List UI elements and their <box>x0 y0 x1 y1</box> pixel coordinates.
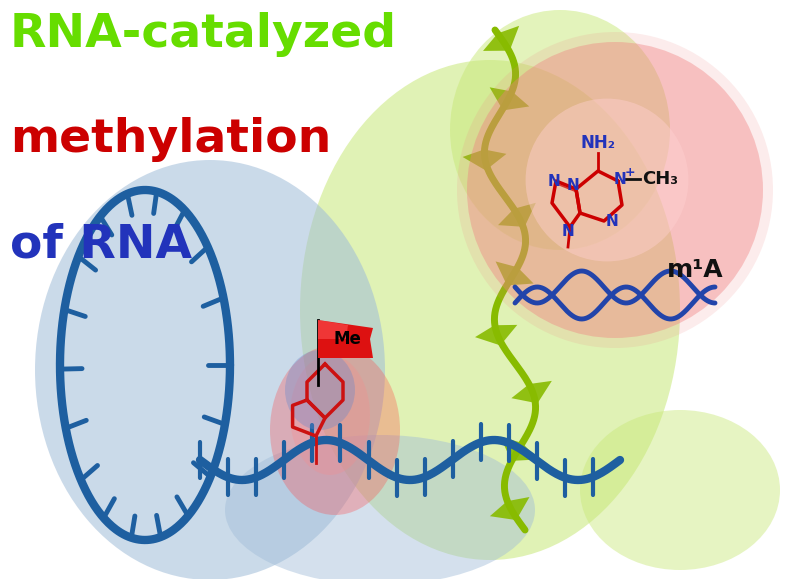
Text: N: N <box>548 174 560 189</box>
Circle shape <box>467 42 763 338</box>
Text: N: N <box>614 171 626 186</box>
Circle shape <box>526 98 688 261</box>
Text: m¹A: m¹A <box>666 258 723 282</box>
Text: of RNA: of RNA <box>10 222 192 267</box>
Polygon shape <box>490 497 530 520</box>
Polygon shape <box>498 203 536 227</box>
Text: N: N <box>606 214 618 229</box>
Ellipse shape <box>450 10 670 250</box>
Polygon shape <box>462 149 506 170</box>
Text: N: N <box>566 178 579 192</box>
Circle shape <box>457 32 773 348</box>
Polygon shape <box>318 320 373 358</box>
Ellipse shape <box>290 355 370 475</box>
Polygon shape <box>318 320 348 339</box>
Ellipse shape <box>225 435 535 579</box>
Text: methylation: methylation <box>10 117 331 162</box>
Ellipse shape <box>580 410 780 570</box>
Text: N: N <box>562 223 574 239</box>
Polygon shape <box>511 381 552 404</box>
Ellipse shape <box>270 345 400 515</box>
Polygon shape <box>495 262 534 285</box>
Ellipse shape <box>300 60 680 560</box>
Polygon shape <box>500 437 538 461</box>
Text: +: + <box>625 167 635 179</box>
Ellipse shape <box>285 350 355 430</box>
Ellipse shape <box>35 160 385 579</box>
Text: Me: Me <box>334 330 362 348</box>
Text: RNA-catalyzed: RNA-catalyzed <box>10 12 397 57</box>
Polygon shape <box>483 26 519 51</box>
Polygon shape <box>490 87 530 111</box>
Text: CH₃: CH₃ <box>642 170 678 188</box>
Polygon shape <box>475 325 518 346</box>
Text: NH₂: NH₂ <box>581 134 615 152</box>
